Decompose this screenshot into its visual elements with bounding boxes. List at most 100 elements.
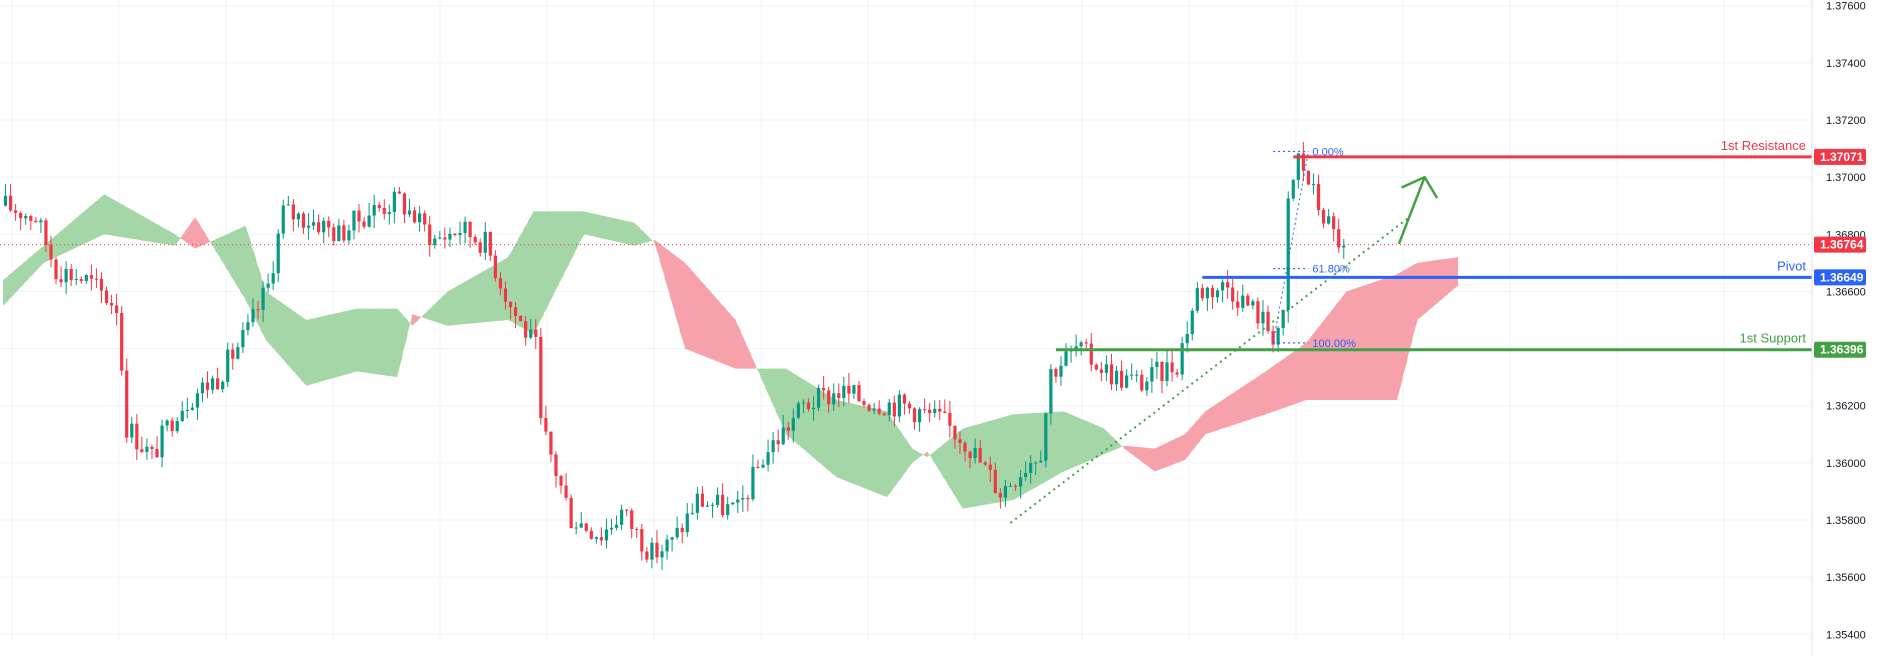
candle-down	[140, 449, 144, 452]
cloud-segment-bullish	[447, 288, 454, 326]
cloud-segment-bearish	[1452, 257, 1458, 290]
cloud-segment-bullish	[942, 440, 948, 485]
price-tick-label: 1.35800	[1826, 515, 1866, 527]
candle-up	[761, 464, 765, 468]
candle-down	[1140, 374, 1144, 391]
cloud-segment-bullish	[866, 406, 873, 492]
candle-down	[1013, 485, 1018, 487]
annotations: 1st Resistance Pivot 1st Support 0.00% 61.80…	[0, 138, 1812, 524]
candle-up	[281, 205, 285, 234]
candle-down	[1266, 311, 1270, 332]
candle-up	[387, 212, 391, 214]
cloud-segment-bullish	[149, 220, 156, 243]
candle-down	[498, 278, 503, 289]
cloud-segment-bullish	[593, 213, 600, 238]
cloud-segment-bullish	[775, 368, 782, 423]
candle-down	[1236, 301, 1240, 308]
cloud-segment-bullish	[649, 237, 656, 243]
fib-level-label: 100.00%	[1312, 338, 1356, 350]
cloud-segment-bearish	[1356, 286, 1363, 400]
candle-up	[1241, 295, 1245, 308]
candle-down	[170, 420, 174, 432]
cloud-segment-bullish	[1068, 413, 1075, 470]
cloud-segment-bearish	[1270, 364, 1277, 413]
cloud-segment-bearish	[659, 243, 666, 279]
candle-up	[675, 527, 679, 538]
candle-down	[1246, 295, 1250, 306]
cloud-segment-bearish	[664, 247, 671, 296]
candle-up	[670, 537, 674, 540]
cloud-segment-bullish	[462, 280, 469, 325]
cloud-segment-bullish	[280, 302, 287, 363]
cloud-segment-bullish	[891, 418, 898, 491]
candle-down	[907, 403, 912, 409]
cloud-segment-bearish	[1164, 441, 1171, 468]
candle-down	[1089, 343, 1093, 365]
cloud-segment-bearish	[1209, 404, 1216, 433]
cloud-segment-bearish	[694, 274, 701, 355]
cloud-segment-bullish	[588, 212, 595, 237]
candle-down	[125, 370, 129, 438]
cloud-segment-bearish	[750, 354, 757, 369]
cloud-segment-bullish	[93, 198, 100, 240]
cloud-segment-bearish	[179, 231, 186, 242]
candle-up	[710, 505, 715, 507]
cloud-segment-bearish	[1265, 367, 1272, 415]
candle-up	[1261, 311, 1265, 324]
cloud-segment-bearish	[1184, 428, 1191, 460]
cloud-segment-bearish	[1275, 360, 1282, 411]
candle-up	[1034, 462, 1038, 464]
cloud-segment-bullish	[841, 401, 847, 482]
candle-up	[766, 452, 770, 465]
cloud-segment-bullish	[1119, 443, 1125, 449]
candle-down	[1316, 184, 1321, 211]
cloud-segment-bullish	[422, 311, 428, 320]
1st-support-price-badge	[1814, 341, 1866, 358]
cloud-segment-bullish	[139, 214, 145, 241]
candle-up	[367, 215, 371, 227]
candle-down	[1231, 287, 1235, 302]
candle-up	[579, 523, 583, 528]
candle-up	[180, 410, 184, 422]
cloud-segment-bearish	[1260, 371, 1267, 416]
1st-resistance-price-text: 1.37071	[1820, 150, 1864, 164]
cloud-segment-bullish	[826, 393, 832, 473]
candle-down	[357, 210, 361, 222]
cloud-segment-bullish	[391, 308, 398, 378]
cloud-segment-bullish	[442, 291, 448, 326]
candle-up	[210, 378, 215, 390]
candle-up	[347, 230, 351, 241]
candle-down	[549, 431, 553, 455]
candle-down	[508, 301, 513, 308]
cloud-segment-bearish	[1144, 447, 1150, 468]
candle-down	[630, 510, 634, 530]
cloud-segment-bearish	[689, 268, 696, 353]
candle-down	[1332, 216, 1336, 230]
cloud-segment-bullish	[13, 267, 19, 295]
candle-up	[852, 385, 856, 394]
candle-up	[973, 448, 977, 459]
projection-arrow-shaft	[1398, 175, 1426, 245]
candle-down	[902, 394, 907, 404]
candle-up	[660, 551, 664, 558]
cloud-segment-bearish	[1422, 261, 1428, 316]
cloud-segment-bullish	[452, 285, 459, 326]
cloud-segment-bearish	[1310, 330, 1317, 400]
candle-down	[786, 427, 790, 431]
candle-up	[609, 527, 614, 530]
candle-up	[1291, 179, 1295, 199]
cloud-segment-bearish	[740, 331, 746, 369]
candle-down	[857, 385, 861, 402]
price-tick-label: 1.36200	[1826, 401, 1866, 413]
cloud-segment-bearish	[1139, 447, 1145, 464]
cloud-segment-bullish	[316, 316, 322, 383]
cloud-segment-bullish	[215, 237, 221, 259]
candle-up	[887, 402, 891, 416]
candle-up	[236, 347, 240, 359]
candle-up	[726, 504, 730, 516]
cloud-segment-bullish	[543, 211, 549, 315]
pivot-label: Pivot	[1777, 258, 1806, 273]
candle-down	[1119, 370, 1124, 388]
price-tick-label: 1.37200	[1826, 115, 1866, 127]
candle-down	[493, 255, 497, 279]
